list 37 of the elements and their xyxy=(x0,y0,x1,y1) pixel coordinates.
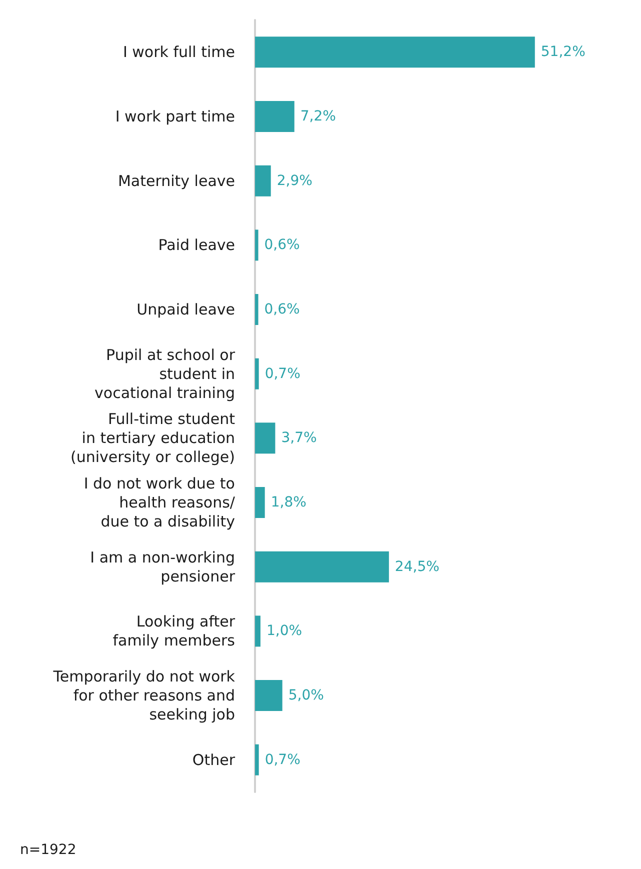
bar xyxy=(255,487,265,518)
data-label: 0,7% xyxy=(264,752,300,768)
y-tick-label: Paid leave xyxy=(158,236,235,254)
data-label: 1,0% xyxy=(266,623,302,640)
data-label: 3,7% xyxy=(281,430,317,446)
data-label: 0,6% xyxy=(264,237,300,254)
bar xyxy=(255,230,258,261)
y-tick-label: Pupil at school or student in vocational training xyxy=(94,346,236,402)
y-tick-label: Other xyxy=(192,750,236,769)
y-tick-label: Temporarily do not work for other reasons and seeking job xyxy=(52,668,236,724)
bar xyxy=(255,36,535,68)
bar xyxy=(255,744,259,776)
y-tick-label: Unpaid leave xyxy=(136,300,235,318)
bar xyxy=(255,165,271,196)
data-label: 7,2% xyxy=(300,108,336,124)
data-label: 24,5% xyxy=(394,558,440,575)
bar xyxy=(255,101,294,132)
y-tick-label: I work part time xyxy=(115,108,235,126)
y-tick-label: Looking after family members xyxy=(112,612,236,650)
bar xyxy=(255,422,276,454)
data-label: 51,2% xyxy=(540,44,586,60)
bar xyxy=(255,358,259,390)
bar xyxy=(255,680,282,711)
bar xyxy=(255,294,258,325)
bar xyxy=(255,551,389,582)
y-tick-label: I do not work due to health reasons/ due to a disability xyxy=(84,474,236,530)
data-label: 2,9% xyxy=(276,172,312,189)
y-tick-label: I am a non-working pensioner xyxy=(90,548,236,586)
text: n=1922 xyxy=(20,842,76,858)
data-label: 1,8% xyxy=(270,494,306,510)
y-tick-label: Maternity leave xyxy=(118,172,235,190)
bar xyxy=(255,616,260,647)
y-tick-label: Full-time student in tertiary education (university or college) xyxy=(70,410,236,466)
data-label: 5,0% xyxy=(288,688,324,704)
data-label: 0,6% xyxy=(264,302,300,318)
y-tick-label: I work full time xyxy=(122,43,235,62)
data-label: 0,7% xyxy=(264,366,300,382)
